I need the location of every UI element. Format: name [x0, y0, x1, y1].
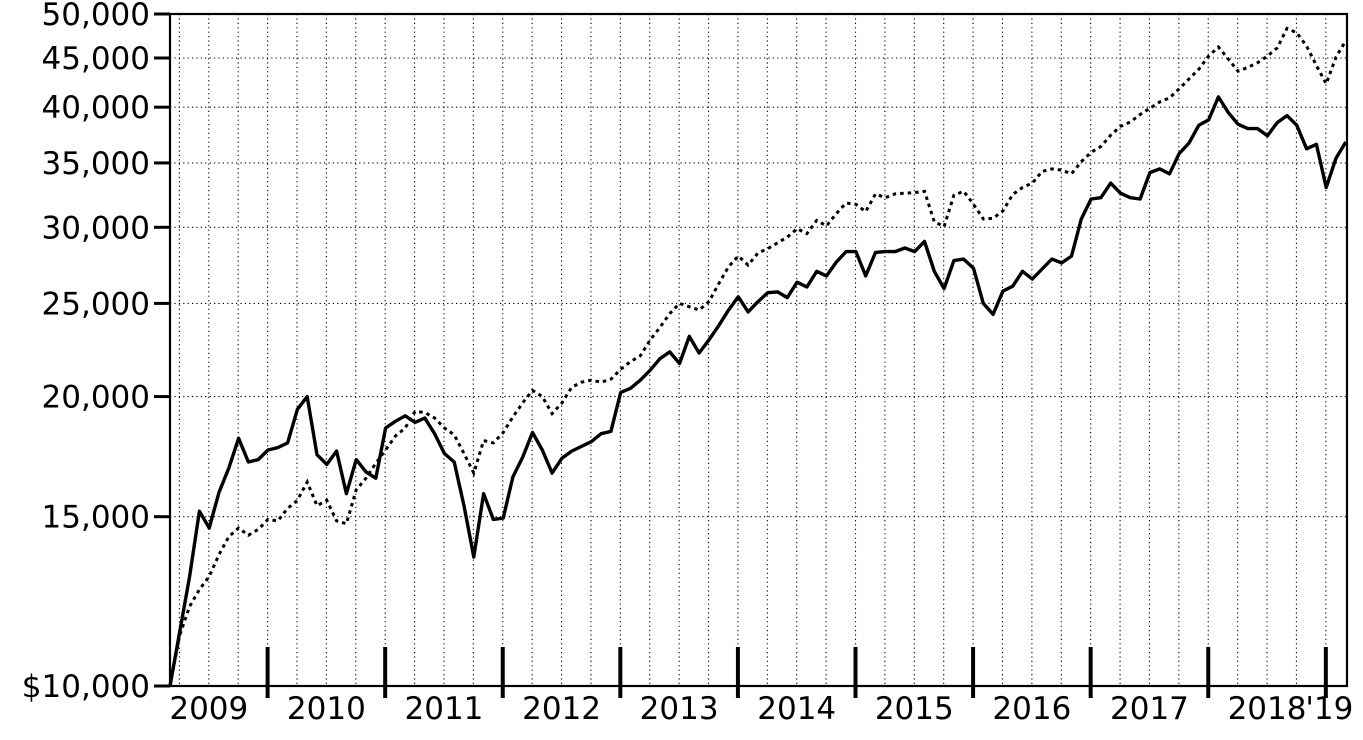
dotted-line-series	[168, 26, 1348, 687]
x-tick-label: 2012	[522, 691, 601, 727]
x-tick-label: 2011	[405, 691, 484, 727]
x-tick-label: 2009	[169, 691, 248, 727]
y-tick-label: 25,000	[42, 286, 150, 322]
plot-border-box	[168, 12, 1349, 688]
y-tick-label: 35,000	[42, 146, 150, 182]
x-tick-label: 2017	[1110, 691, 1189, 727]
x-tick-label: 2014	[757, 691, 836, 727]
plot-border	[168, 12, 1349, 688]
y-axis-ticks	[154, 12, 170, 688]
x-axis-year-ticks	[265, 647, 1328, 698]
y-tick-label: $10,000	[22, 669, 150, 705]
y-tick-label: 45,000	[42, 41, 150, 77]
solid-line-series	[168, 95, 1348, 687]
y-tick-label: 40,000	[42, 90, 150, 126]
y-tick-label: 30,000	[42, 210, 150, 246]
x-tick-label: 2018	[1228, 691, 1307, 727]
horizontal-gridlines	[170, 57, 1347, 518]
x-tick-label: 2013	[640, 691, 719, 727]
x-tick-label: 2016	[992, 691, 1071, 727]
x-tick-label: 2015	[875, 691, 954, 727]
x-tick-label: 2010	[287, 691, 366, 727]
vertical-gridlines	[178, 14, 1327, 686]
y-tick-label: 15,000	[42, 500, 150, 536]
x-axis-tick-labels: 2009 2010 2011 2012 2013 2014 2015 2016 2017 2018…	[169, 691, 1353, 727]
y-axis-tick-labels: $10,000 15,000 20,000 25,000 30,000 35,000 40,…	[22, 0, 150, 705]
y-tick-label: 50,000	[42, 0, 150, 33]
x-tick-label: '19	[1305, 691, 1353, 727]
y-tick-label: 20,000	[42, 380, 150, 416]
